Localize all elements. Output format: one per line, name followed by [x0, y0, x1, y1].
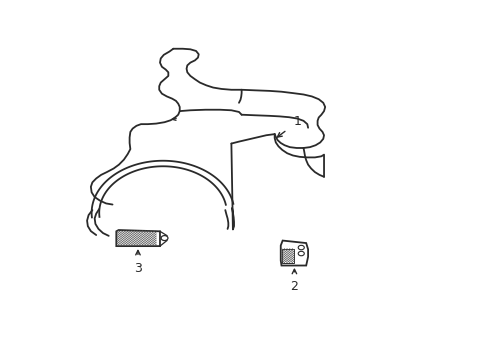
- Text: 1: 1: [294, 115, 302, 128]
- Polygon shape: [116, 230, 160, 246]
- Text: 3: 3: [134, 262, 142, 275]
- Polygon shape: [281, 240, 308, 266]
- Bar: [117, 231, 157, 245]
- Text: 2: 2: [291, 280, 298, 293]
- Bar: [282, 249, 294, 262]
- Circle shape: [161, 235, 168, 240]
- Circle shape: [298, 251, 304, 256]
- Circle shape: [298, 245, 304, 250]
